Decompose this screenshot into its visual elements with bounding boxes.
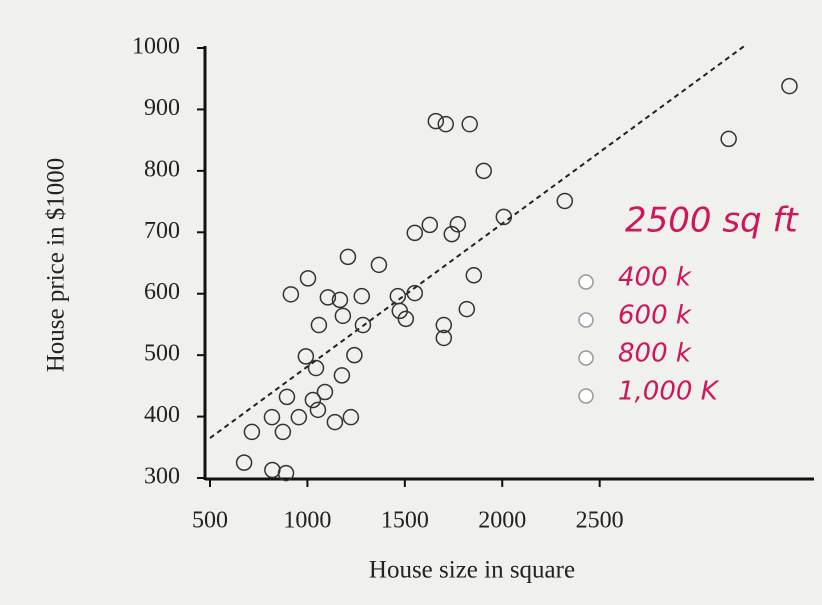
point (781, 77, 798, 95)
y-tick-label: 900 (144, 95, 180, 121)
y-tick-label: 700 (144, 218, 180, 244)
point (235, 454, 253, 471)
y-tick-label: 300 (144, 464, 180, 490)
option-label[interactable]: 600 k (618, 301, 692, 331)
point (334, 307, 352, 325)
point (556, 192, 574, 210)
option-radio[interactable] (578, 274, 594, 290)
x-tick-label: 500 (192, 508, 228, 534)
point (458, 300, 476, 318)
y-tick-label: 500 (144, 341, 180, 367)
y-tick-label: 600 (144, 279, 180, 305)
option-radio[interactable] (578, 388, 594, 404)
x-tick-label: 1000 (283, 508, 331, 534)
point (282, 286, 300, 303)
point (427, 112, 445, 130)
point (353, 287, 371, 305)
y-axis-label: House price in $1000 (43, 158, 70, 373)
point (333, 367, 351, 384)
y-tick-label: 400 (144, 402, 180, 428)
option-radio[interactable] (578, 312, 594, 328)
point (243, 423, 261, 441)
point (435, 316, 453, 334)
x-tick-label: 2500 (576, 508, 624, 534)
point (307, 359, 325, 377)
point (465, 267, 483, 284)
trend-line (209, 44, 747, 439)
point (309, 401, 327, 419)
point (443, 225, 461, 243)
point (370, 256, 388, 274)
point (389, 287, 407, 305)
point (397, 310, 415, 328)
point (421, 216, 439, 234)
y-tick-label: 1000 (132, 34, 180, 60)
point (297, 348, 315, 365)
x-axis-label: House size in square (369, 557, 575, 584)
x-tick-label: 1500 (381, 508, 429, 534)
x-tick-label: 2000 (478, 508, 526, 534)
option-label[interactable]: 400 k (618, 263, 692, 293)
point (263, 408, 281, 426)
point (495, 208, 513, 226)
point (435, 329, 453, 347)
point (437, 115, 455, 133)
point (449, 216, 467, 233)
point (316, 383, 334, 401)
point (299, 270, 317, 287)
annotation: 2500 sq ft (625, 201, 799, 241)
point (339, 248, 357, 266)
point (720, 130, 737, 148)
option-label[interactable]: 1,000 K (618, 377, 720, 407)
point (310, 316, 328, 334)
point (290, 408, 308, 426)
point (264, 461, 281, 479)
point (278, 388, 296, 406)
point (319, 289, 337, 306)
option-label[interactable]: 800 k (618, 339, 692, 369)
point (461, 115, 478, 133)
point (354, 316, 372, 334)
point (342, 408, 360, 426)
point (346, 346, 363, 364)
point (331, 291, 349, 309)
point (326, 413, 344, 431)
y-tick-label: 800 (144, 156, 180, 182)
point (406, 284, 424, 302)
option-radio[interactable] (578, 350, 594, 366)
point (274, 423, 292, 441)
point (475, 162, 492, 180)
point (406, 224, 424, 242)
point (304, 391, 322, 409)
point (277, 464, 295, 482)
